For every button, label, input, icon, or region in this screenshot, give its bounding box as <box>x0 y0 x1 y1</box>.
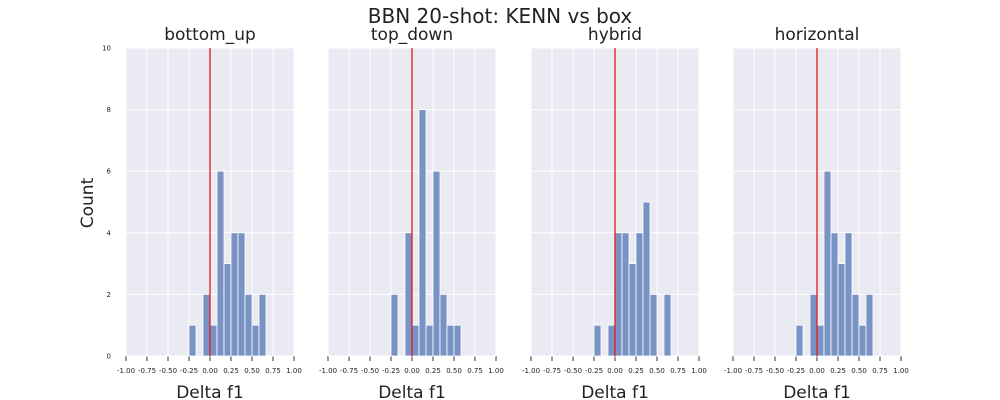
x-tick-label: 0.00 <box>607 367 623 375</box>
histogram-bar <box>230 232 239 357</box>
histogram-bar <box>816 324 825 357</box>
y-tick-label: 0 <box>107 353 111 361</box>
subplot-title: hybrid <box>588 25 642 45</box>
x-tick-label: 0.25 <box>628 367 644 375</box>
x-tick-label: -0.75 <box>745 367 763 375</box>
x-tick-label: 0.75 <box>467 367 483 375</box>
histogram-bar <box>258 293 267 357</box>
figure-title: BBN 20-shot: KENN vs box <box>368 4 633 28</box>
x-tick-label: 0.50 <box>446 367 462 375</box>
histogram-bar <box>642 201 651 357</box>
histogram-bar <box>865 293 874 357</box>
histogram-bar <box>614 232 623 357</box>
x-tick-label: 0.50 <box>851 367 867 375</box>
histogram-bar <box>795 324 804 357</box>
x-tick-label: -1.00 <box>522 367 540 375</box>
x-tick-label: -0.75 <box>138 367 156 375</box>
x-tick-label: 0.75 <box>872 367 888 375</box>
histogram-bar <box>844 232 853 357</box>
x-tick-label: -0.50 <box>361 367 379 375</box>
x-tick-label: 0.25 <box>425 367 441 375</box>
subplot-title: top_down <box>371 25 453 45</box>
x-tick-label: 1.00 <box>286 367 302 375</box>
histogram-bar <box>390 293 399 357</box>
y-tick-label: 2 <box>107 291 111 299</box>
histogram-bar <box>411 324 420 357</box>
histogram-bar <box>809 293 818 357</box>
histogram-bar <box>418 109 427 357</box>
x-axis-label: Delta f1 <box>581 383 649 400</box>
histogram-bar <box>216 170 225 357</box>
x-tick-label: -0.50 <box>159 367 177 375</box>
x-tick-label: 0.50 <box>649 367 665 375</box>
x-tick-label: 0.25 <box>830 367 846 375</box>
x-tick-label: -0.75 <box>543 367 561 375</box>
histogram-bar <box>851 293 860 357</box>
x-tick-label: -0.50 <box>766 367 784 375</box>
histogram-bar <box>432 170 441 357</box>
histogram-bar <box>593 324 602 357</box>
x-tick-label: 0.00 <box>404 367 420 375</box>
histogram-bar <box>188 324 197 357</box>
histogram-bar <box>607 324 616 357</box>
x-tick-label: 0.25 <box>223 367 239 375</box>
x-tick-label: -1.00 <box>724 367 742 375</box>
y-tick-label: 8 <box>107 106 111 114</box>
histogram-bar <box>202 293 211 357</box>
subplot-1: -1.00 -0.75 -0.50 -0.25 0.00 0.25 0.50 0.75 1.00… <box>102 25 302 400</box>
histogram-bar <box>635 232 644 357</box>
x-tick-label: 0.00 <box>809 367 825 375</box>
x-tick-label: 0.50 <box>244 367 260 375</box>
x-tick-label: 1.00 <box>691 367 707 375</box>
x-tick-label: -0.75 <box>340 367 358 375</box>
histogram-bar <box>628 263 637 357</box>
subplot-title: horizontal <box>775 25 860 45</box>
histogram-bar <box>223 263 232 357</box>
histogram-bar <box>446 324 455 357</box>
histogram-bar <box>209 324 218 357</box>
histogram-bar <box>251 324 260 357</box>
y-tick-label: 4 <box>107 229 112 237</box>
subplot-3: -1.00 -0.75 -0.50 -0.25 0.00 0.25 0.50 0.75 1.00… <box>522 25 707 400</box>
x-tick-label: -0.25 <box>180 367 198 375</box>
y-tick-label: 10 <box>102 45 111 53</box>
y-tick-label: 6 <box>107 168 112 176</box>
x-tick-label: -0.25 <box>787 367 805 375</box>
histogram-bar <box>621 232 630 357</box>
subplot-2: -1.00 -0.75 -0.50 -0.25 0.00 0.25 0.50 0.75 1.00… <box>319 25 504 400</box>
histogram-bar <box>663 293 672 357</box>
histogram-bar <box>453 324 462 357</box>
x-tick-label: -0.25 <box>585 367 603 375</box>
histogram-bar <box>830 232 839 357</box>
x-tick-label: 0.00 <box>202 367 218 375</box>
x-tick-label: 0.75 <box>670 367 686 375</box>
subplot-panels: -1.00 -0.75 -0.50 -0.25 0.00 0.25 0.50 0.75 1.00… <box>102 25 909 400</box>
x-tick-label: 1.00 <box>488 367 504 375</box>
subplot-4: -1.00 -0.75 -0.50 -0.25 0.00 0.25 0.50 0.75 1.00… <box>724 25 909 400</box>
x-tick-label: -1.00 <box>117 367 135 375</box>
x-axis-label: Delta f1 <box>378 383 446 400</box>
x-tick-label: -0.50 <box>564 367 582 375</box>
x-tick-label: 1.00 <box>893 367 909 375</box>
y-axis-label: Count <box>78 177 98 228</box>
histogram-bar <box>404 232 413 357</box>
x-tick-label: -1.00 <box>319 367 337 375</box>
x-axis-label: Delta f1 <box>176 383 244 400</box>
histogram-bar <box>858 324 867 357</box>
histogram-bar <box>439 293 448 357</box>
x-tick-label: 0.75 <box>265 367 281 375</box>
histogram-bar <box>244 293 253 357</box>
histogram-bar <box>823 170 832 357</box>
histogram-bar <box>837 263 846 357</box>
x-tick-label: -0.25 <box>382 367 400 375</box>
subplot-title: bottom_up <box>164 25 256 45</box>
histogram-bar <box>237 232 246 357</box>
x-axis-label: Delta f1 <box>783 383 851 400</box>
histogram-bar <box>425 324 434 357</box>
histogram-bar <box>649 293 658 357</box>
